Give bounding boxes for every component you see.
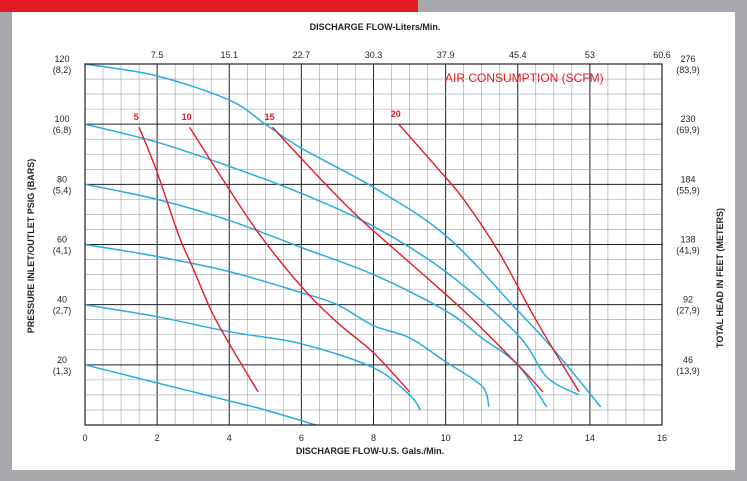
- air-curve-label-15: 15: [265, 112, 275, 122]
- x2-tick-label: 45.4: [509, 50, 527, 60]
- y2-tick-label: 92: [683, 295, 693, 305]
- y-tick-label: 40: [57, 295, 67, 305]
- y-tick-sublabel: (2,7): [53, 306, 72, 316]
- plot-frame: [84, 63, 663, 426]
- y-tick-sublabel: (4,1): [53, 246, 72, 256]
- y-tick-label: 80: [57, 174, 67, 184]
- x2-tick-label: 7.5: [151, 50, 164, 60]
- tick-labels: 0 2 4 6 8 10 12 14 167.5 15.1 22.7 30.3 37.9 45.4 53 60…: [53, 50, 700, 443]
- y-axis-title: PRESSURE INLET/OUTLET PSIG (BARS): [26, 159, 36, 334]
- x-tick-label: 10: [441, 433, 451, 443]
- y2-tick-sublabel: (27,9): [676, 306, 700, 316]
- air-curve-label-10: 10: [182, 112, 192, 122]
- pressure-curve-5: [84, 303, 422, 411]
- x-tick-label: 12: [513, 433, 523, 443]
- x2-axis-title: DISCHARGE FLOW-Liters/Min.: [310, 22, 441, 32]
- x-tick-label: 8: [371, 433, 376, 443]
- y2-tick-label: 230: [680, 114, 695, 124]
- pressure-curve-4: [84, 243, 490, 408]
- pressure-curve-2: [84, 123, 580, 396]
- y-tick-sublabel: (5,4): [53, 185, 72, 195]
- x2-tick-label: 53: [585, 50, 595, 60]
- x2-tick-label: 37.9: [437, 50, 455, 60]
- x2-tick-label: 15.1: [220, 50, 238, 60]
- y2-tick-sublabel: (41,9): [676, 246, 700, 256]
- x-tick-label: 0: [82, 433, 87, 443]
- x2-tick-label: 30.3: [365, 50, 383, 60]
- pressure-curve-6: [84, 364, 317, 426]
- y-tick-label: 100: [54, 114, 69, 124]
- y-tick-sublabel: (1,3): [53, 366, 72, 376]
- pressure-curve-1: [84, 63, 602, 408]
- air-curve-label-20: 20: [391, 109, 401, 119]
- x-tick-label: 4: [227, 433, 232, 443]
- air-curve-label-5: 5: [134, 112, 139, 122]
- y2-tick-label: 184: [680, 174, 695, 184]
- x-tick-label: 14: [585, 433, 595, 443]
- air-consumption-curves: 5 10 15 20: [134, 109, 580, 393]
- y2-tick-sublabel: (83,9): [676, 65, 700, 75]
- x2-tick-label: 60.6: [653, 50, 671, 60]
- y2-tick-sublabel: (69,9): [676, 125, 700, 135]
- y2-tick-sublabel: (55,9): [676, 185, 700, 195]
- y2-tick-sublabel: (13,9): [676, 366, 700, 376]
- y2-axis-title: TOTAL HEAD IN FEET (METERS): [715, 208, 725, 348]
- air-consumption-annotation: AIR CONSUMPTION (SCFM): [445, 71, 604, 85]
- y-tick-label: 20: [57, 355, 67, 365]
- grid-lines: [85, 64, 662, 425]
- pressure-curve-3: [84, 183, 548, 408]
- x-tick-label: 6: [299, 433, 304, 443]
- air-curve-15: [271, 126, 544, 393]
- air-curve-5: [138, 126, 259, 393]
- x-tick-label: 16: [657, 433, 667, 443]
- x-axis-title: DISCHARGE FLOW-U.S. Gals./Min.: [296, 446, 444, 456]
- x-tick-label: 2: [155, 433, 160, 443]
- x2-tick-label: 22.7: [293, 50, 311, 60]
- y-tick-label: 120: [54, 54, 69, 64]
- header-accent-band: [0, 0, 418, 12]
- y2-tick-label: 276: [680, 54, 695, 64]
- y2-tick-label: 138: [680, 235, 695, 245]
- y-tick-sublabel: (6,8): [53, 125, 72, 135]
- y-tick-sublabel: (8,2): [53, 65, 72, 75]
- pressure-curves: [84, 63, 602, 426]
- y2-tick-label: 46: [683, 355, 693, 365]
- y-tick-label: 60: [57, 235, 67, 245]
- air-curve-10: [189, 126, 411, 393]
- air-curve-20: [398, 123, 580, 393]
